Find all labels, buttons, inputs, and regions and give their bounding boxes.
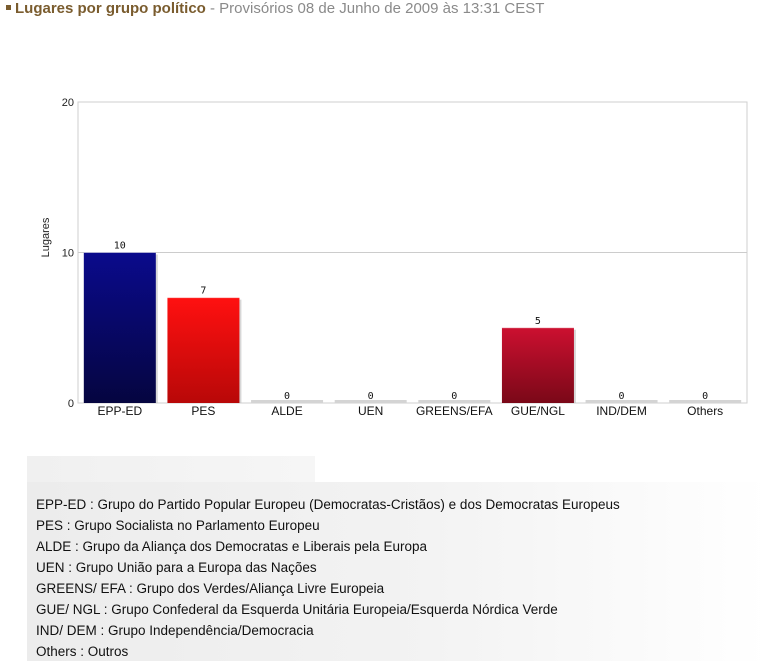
legend-item-pes: PES : Grupo Socialista no Parlamento Eur… bbox=[36, 518, 320, 533]
page-subtitle: - Provisórios 08 de Junho de 2009 às 13:… bbox=[205, 0, 545, 17]
y-tick-label: 20 bbox=[62, 97, 74, 109]
legend-panel: EPP-ED : Grupo do Partido Popular Europe… bbox=[27, 456, 768, 662]
bar-greens-efa bbox=[418, 400, 491, 403]
y-tick-label: 0 bbox=[68, 398, 74, 410]
bar-epp-ed bbox=[83, 252, 156, 403]
bar-gue-ngl bbox=[501, 327, 574, 403]
x-tick-label: EPP-ED bbox=[97, 404, 142, 418]
y-tick-label: 10 bbox=[62, 248, 74, 260]
legend-item-gue-ngl: GUE/ NGL : Grupo Confederal da Esquerda … bbox=[36, 602, 558, 617]
data-label: 0 bbox=[702, 391, 708, 402]
legend-item-epp-ed: EPP-ED : Grupo do Partido Popular Europe… bbox=[36, 497, 620, 512]
bar-pes bbox=[167, 297, 240, 403]
data-label: 7 bbox=[200, 286, 206, 297]
x-tick-label: GUE/NGL bbox=[511, 404, 565, 418]
data-label: 10 bbox=[114, 241, 126, 252]
x-tick-label: PES bbox=[191, 404, 215, 418]
data-label: 0 bbox=[368, 391, 374, 402]
x-tick-label: Others bbox=[687, 404, 723, 418]
x-tick-label: IND/DEM bbox=[596, 404, 647, 418]
bar-alde bbox=[251, 400, 324, 403]
chart-header: Lugares por grupo político - Provisórios… bbox=[6, 0, 766, 20]
bar-others bbox=[669, 400, 742, 403]
bar-ind-dem bbox=[585, 400, 658, 403]
x-tick-label: UEN bbox=[358, 404, 383, 418]
legend-item-ind-dem: IND/ DEM : Grupo Independência/Democraci… bbox=[36, 623, 314, 638]
legend-item-others: Others : Outros bbox=[36, 644, 129, 659]
legend-item-alde: ALDE : Grupo da Aliança dos Democratas e… bbox=[36, 539, 427, 554]
bullet-icon bbox=[6, 4, 11, 10]
legend-tab bbox=[27, 456, 315, 482]
legend-item-uen: UEN : Grupo União para a Europa das Naçõ… bbox=[36, 560, 317, 575]
y-axis-label: Lugares bbox=[40, 217, 52, 257]
legend-list: EPP-ED : Grupo do Partido Popular Europe… bbox=[36, 494, 620, 662]
x-tick-label: GREENS/EFA bbox=[416, 404, 493, 418]
data-label: 0 bbox=[451, 391, 457, 402]
data-label: 0 bbox=[619, 391, 625, 402]
legend-item-greens-efa: GREENS/ EFA : Grupo dos Verdes/Aliança L… bbox=[36, 581, 385, 596]
x-tick-label: ALDE bbox=[271, 404, 302, 418]
bar-chart: 0 10 20 Lugares 10 EPP-ED 7 PES 0 ALDE 0 UEN 0 GREENS… bbox=[40, 97, 748, 418]
data-label: 5 bbox=[535, 316, 541, 327]
bar-uen bbox=[334, 400, 407, 403]
data-label: 0 bbox=[284, 391, 290, 402]
page-title: Lugares por grupo político bbox=[15, 0, 206, 17]
